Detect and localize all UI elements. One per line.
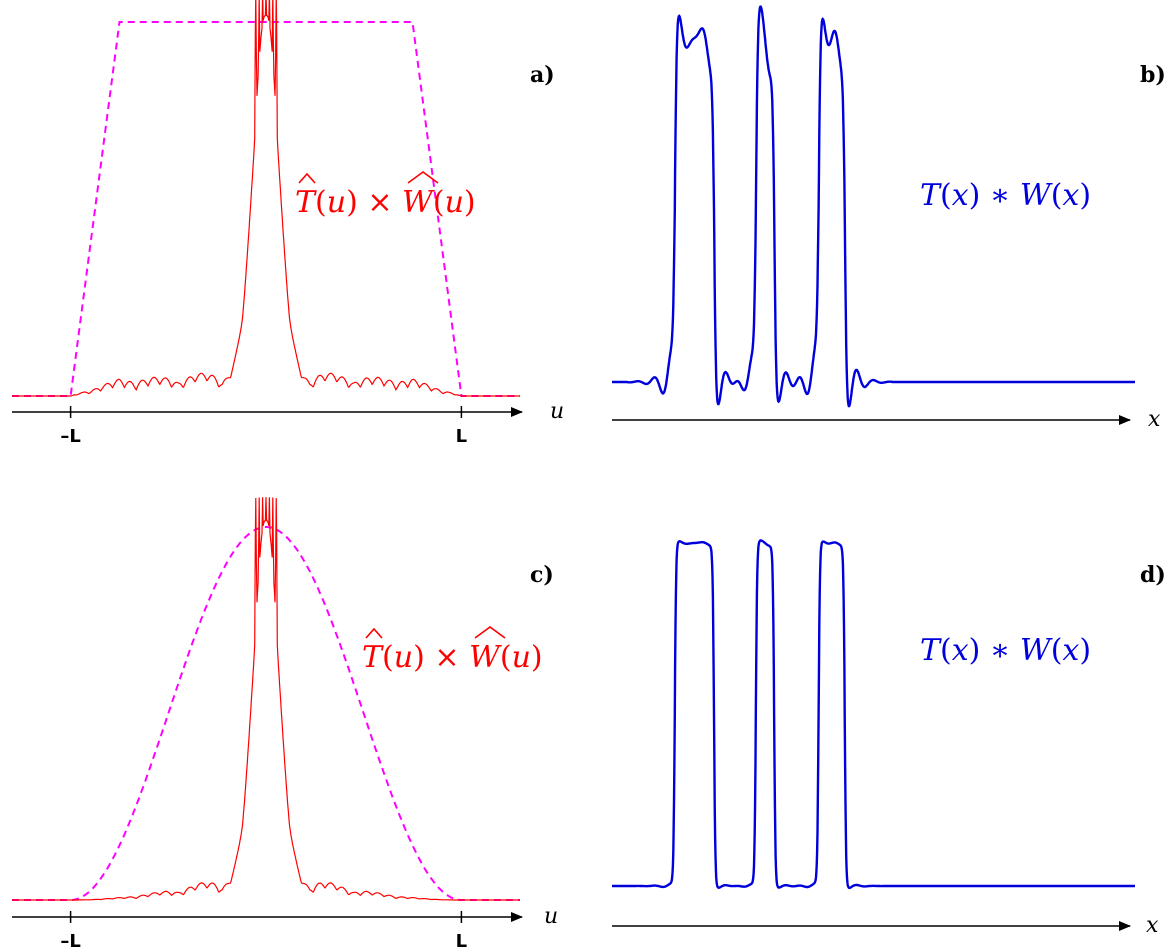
x-tick-label: L <box>456 426 467 447</box>
formula-variable: u <box>327 185 346 220</box>
spectrum-curve <box>12 497 520 901</box>
hat-accent <box>474 626 506 639</box>
formula-operator: ∗ <box>990 633 1010 668</box>
x-axis-label: u <box>544 904 558 929</box>
formula-symbol: W <box>402 185 435 220</box>
panel-c: –L L u c) T(u) × W(u) <box>12 497 558 950</box>
formula-symbol: W <box>1020 633 1053 668</box>
formula-symbol: T <box>920 178 942 213</box>
hat-accent <box>365 627 383 639</box>
svg-text:T(u) × W(u): T(u) × W(u) <box>362 640 543 675</box>
formula-annotation: T(x) ∗ W(x) <box>920 178 1091 213</box>
hat-accent <box>407 171 439 184</box>
formula-symbol: W <box>1020 178 1053 213</box>
formula-symbol: W <box>469 640 502 675</box>
signal-curve <box>612 539 1135 890</box>
x-axis-label: x <box>1148 407 1161 432</box>
formula-annotation: T(u) × W(u) <box>295 171 476 220</box>
panel-b: x b) T(x) ∗ W(x) <box>612 5 1166 432</box>
signal-curve <box>612 5 1135 408</box>
x-tick-label: –L <box>60 426 80 447</box>
panel-label: c) <box>530 562 554 588</box>
panel-label: d) <box>1140 562 1166 588</box>
formula-operator: × <box>434 640 459 675</box>
formula-variable: x <box>952 178 969 213</box>
spectrum-curve <box>12 0 520 397</box>
hat-accent <box>298 172 316 184</box>
panel-label: b) <box>1140 62 1166 88</box>
formula-variable: x <box>952 633 969 668</box>
panel-label: a) <box>530 62 555 88</box>
x-axis-label: u <box>550 399 564 424</box>
formula-annotation: T(x) ∗ W(x) <box>920 633 1091 668</box>
formula-symbol: T <box>295 185 317 220</box>
x-tick-label: L <box>456 931 467 950</box>
svg-text:T(u) × W(u): T(u) × W(u) <box>295 185 476 220</box>
x-tick-label: –L <box>60 931 80 950</box>
x-axis-label: x <box>1146 913 1159 938</box>
formula-annotation: T(u) × W(u) <box>362 626 543 675</box>
window-curve <box>12 526 520 901</box>
formula-variable: u <box>394 640 413 675</box>
formula-symbol: T <box>362 640 384 675</box>
formula-operator: ∗ <box>990 178 1010 213</box>
formula-symbol: T <box>920 633 942 668</box>
formula-operator: × <box>367 185 392 220</box>
panel-d: x d) T(x) ∗ W(x) <box>612 539 1166 938</box>
panel-a: –L L u a) T(u) × W(u) <box>12 0 564 447</box>
